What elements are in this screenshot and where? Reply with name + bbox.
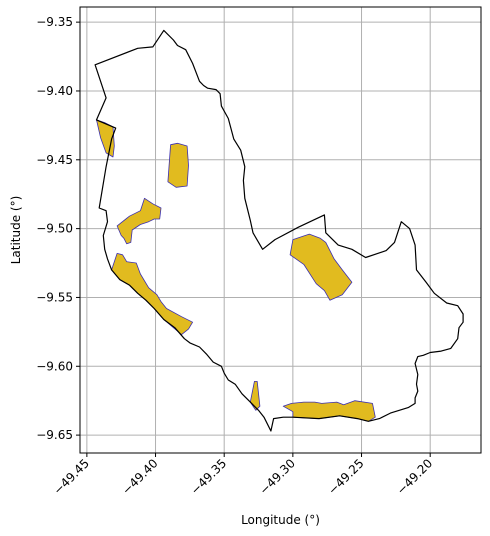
- highlighted-region-3: [116, 197, 162, 245]
- y-tick-label: −9.35: [36, 15, 73, 29]
- y-tick-label: −9.65: [36, 428, 73, 442]
- y-tick-label: −9.60: [36, 359, 73, 373]
- y-tick-label: −9.45: [36, 153, 73, 167]
- x-tick-label: −49.35: [188, 456, 229, 497]
- y-tick-label: −9.40: [36, 84, 73, 98]
- highlighted-region-4: [289, 233, 353, 301]
- highlighted-regions: [96, 119, 376, 422]
- y-tick-label: −9.55: [36, 290, 73, 304]
- y-tick-label: −9.50: [36, 222, 73, 236]
- x-tick-label: −49.20: [394, 456, 435, 497]
- x-tick-label: −49.40: [119, 456, 160, 497]
- x-axis-ticks: −49.45 −49.40 −49.35 −49.30 −49.25 −49.20: [51, 453, 435, 498]
- x-axis-label: Longitude (°): [241, 513, 320, 527]
- y-axis-label: Latitude (°): [9, 196, 23, 265]
- highlighted-region-7: [282, 400, 376, 422]
- boundary-outline: [94, 29, 464, 432]
- y-axis-ticks: −9.35 −9.40 −9.45 −9.50 −9.55 −9.60 −9.65: [36, 15, 80, 442]
- x-tick-label: −49.45: [51, 456, 92, 497]
- x-tick-label: −49.30: [257, 456, 298, 497]
- highlighted-region-2: [167, 142, 189, 188]
- x-tick-label: −49.25: [325, 456, 366, 497]
- gridlines: [80, 7, 481, 453]
- boundary-layer: [94, 29, 464, 432]
- highlighted-region-5: [111, 253, 193, 335]
- plot-frame: [79, 6, 482, 454]
- highlighted-region-6: [249, 381, 261, 411]
